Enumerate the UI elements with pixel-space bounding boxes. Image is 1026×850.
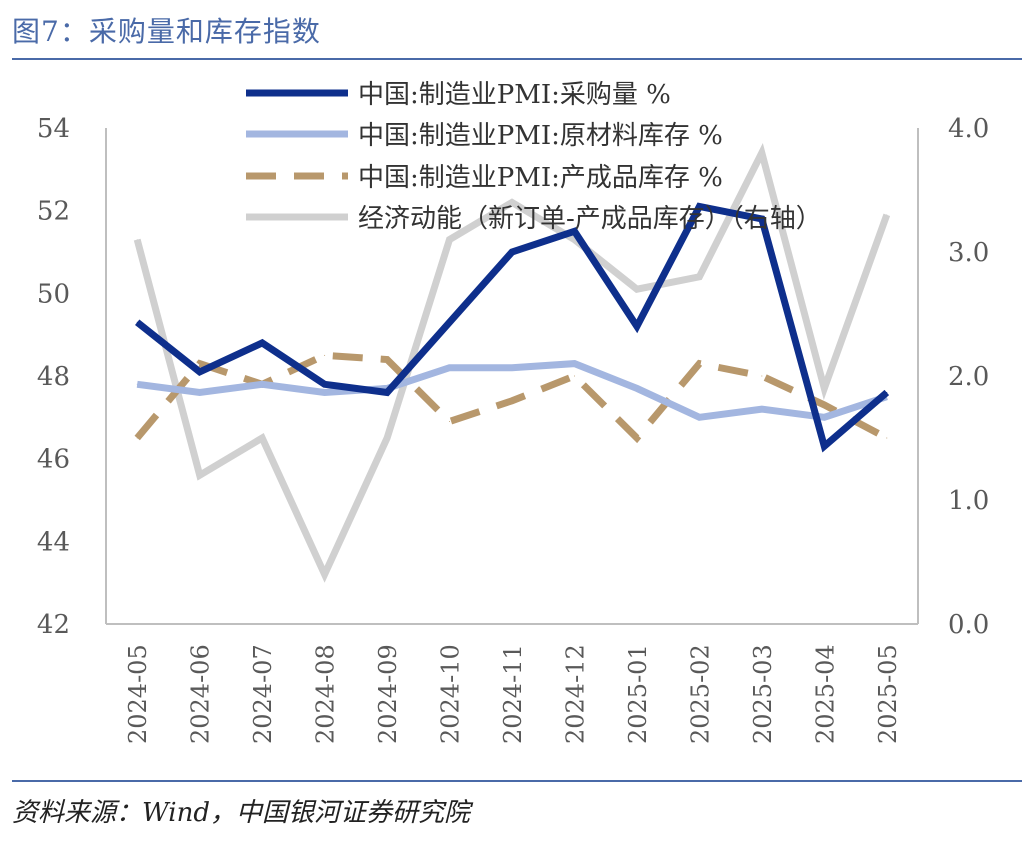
series-2-point: [449, 367, 451, 369]
left-tick-label: 44: [37, 527, 70, 557]
x-axis-ticks: 2024-05 2024-06 2024-07 2024-08 2024-09 2024-…: [124, 644, 902, 744]
series-2-point: [511, 367, 513, 369]
series-3-point: [324, 354, 326, 356]
series-2-point: [573, 363, 575, 365]
title-divider: [12, 58, 1022, 60]
series-3-point: [199, 363, 201, 365]
series-3-point: [511, 400, 513, 402]
right-tick-label: 1.0: [948, 486, 989, 516]
series-2-point: [199, 392, 201, 394]
series-2-point: [823, 416, 825, 418]
right-tick-label: 3.0: [948, 238, 989, 268]
series-3-point: [136, 437, 138, 439]
series-2-point: [136, 383, 138, 385]
x-tick-label: 2024-08: [312, 644, 340, 744]
right-tick-label: 0.0: [948, 610, 989, 640]
series-1-point: [823, 445, 825, 447]
x-tick-label: 2024-10: [437, 644, 465, 744]
series-1-point: [136, 321, 138, 323]
left-tick-label: 42: [37, 610, 70, 640]
left-tick-label: 54: [37, 114, 70, 144]
source-note: 资料来源：Wind，中国银河证券研究院: [12, 798, 470, 828]
series-1-point: [698, 206, 700, 208]
series-3-point: [698, 363, 700, 365]
series-2-point: [761, 408, 763, 410]
legend: 中国:制造业PMI:采购量 % 中国:制造业PMI:原材料库存 % 中国:制造业PM…: [246, 80, 822, 234]
series-4-point: [386, 437, 388, 439]
series-4-point: [636, 288, 638, 290]
source-divider: [12, 780, 1022, 782]
legend-label-4: 经济动能（新订单-产成品库存）（右轴）: [358, 204, 822, 234]
series-3-point: [823, 404, 825, 406]
series-2-point: [698, 416, 700, 418]
legend-label-1: 中国:制造业PMI:采购量 %: [358, 80, 671, 110]
left-tick-label: 52: [37, 197, 70, 227]
series-3-point: [573, 375, 575, 377]
series-layer: [133, 142, 891, 583]
series-4-point: [823, 387, 825, 389]
x-tick-label: 2024-05: [124, 644, 152, 744]
right-tick-label: 2.0: [948, 362, 989, 392]
series-3-point: [386, 358, 388, 360]
series-1-point: [573, 230, 575, 232]
series-3-point: [449, 420, 451, 422]
series-4-point: [136, 239, 138, 241]
series-2-point: [261, 383, 263, 385]
left-tick-label: 46: [37, 445, 70, 475]
series-1-point: [386, 392, 388, 394]
x-tick-label: 2025-03: [749, 644, 777, 744]
series-1-point: [324, 383, 326, 385]
x-tick-label: 2024-12: [561, 644, 589, 744]
legend-label-2: 中国:制造业PMI:原材料库存 %: [358, 121, 723, 151]
series-1-point: [199, 371, 201, 373]
series-4-point: [698, 276, 700, 278]
x-tick-label: 2025-04: [811, 644, 839, 744]
series-4-point: [886, 214, 888, 216]
x-tick-label: 2024-11: [499, 644, 527, 744]
series-3-point: [886, 437, 888, 439]
right-tick-label: 4.0: [948, 114, 989, 144]
series-4-point: [324, 573, 326, 575]
series-1-point: [449, 321, 451, 323]
series-1-point: [636, 325, 638, 327]
series-3-point: [761, 375, 763, 377]
series-4-point: [761, 152, 763, 154]
plot-area: [105, 128, 919, 625]
left-tick-label: 48: [37, 362, 70, 392]
left-axis-ticks: 42 44 46 48 50 52 54: [37, 114, 70, 640]
series-4-point: [573, 239, 575, 241]
x-tick-label: 2025-01: [624, 644, 652, 744]
left-tick-label: 50: [37, 279, 70, 309]
x-tick-label: 2024-06: [187, 644, 215, 744]
series-4-point: [511, 201, 513, 203]
series-line-2: [136, 360, 888, 421]
series-3-point: [636, 437, 638, 439]
legend-label-3: 中国:制造业PMI:产成品库存 %: [358, 163, 723, 193]
figure-title: 图7：采购量和库存指数: [12, 15, 321, 48]
series-1-point: [761, 218, 763, 220]
series-2-point: [324, 392, 326, 394]
series-1-point: [886, 392, 888, 394]
x-tick-label: 2024-09: [374, 644, 402, 744]
x-tick-label: 2025-05: [874, 644, 902, 744]
series-4-point: [199, 474, 201, 476]
series-1-point: [261, 342, 263, 344]
right-axis-ticks: 0.0 1.0 2.0 3.0 4.0: [948, 114, 989, 640]
x-tick-label: 2024-07: [249, 644, 277, 744]
x-tick-label: 2025-02: [686, 644, 714, 744]
series-1-point: [511, 251, 513, 253]
series-4-point: [449, 239, 451, 241]
series-4-point: [261, 437, 263, 439]
series-2-point: [636, 387, 638, 389]
